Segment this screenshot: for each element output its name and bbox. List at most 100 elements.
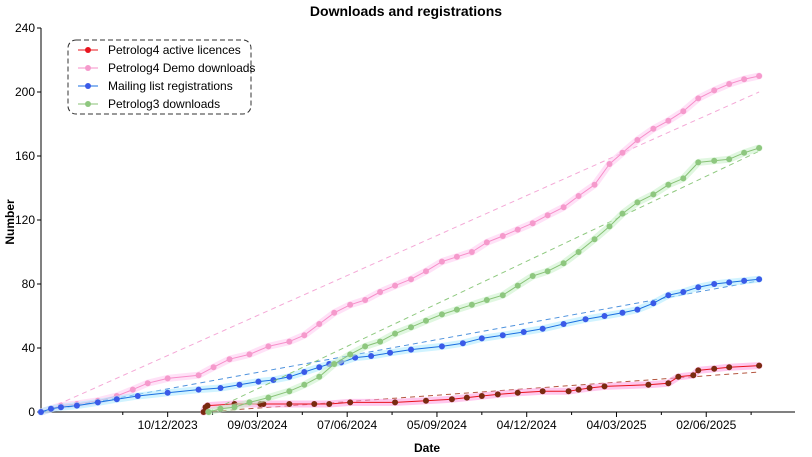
data-point	[690, 372, 697, 379]
data-point	[392, 330, 399, 337]
data-point	[205, 409, 212, 415]
data-point	[575, 386, 582, 393]
data-point	[286, 338, 293, 345]
data-point	[756, 73, 763, 79]
data-point	[47, 405, 54, 412]
data-point	[741, 277, 748, 284]
data-point	[331, 361, 338, 367]
x-tick-label: 10/12/2023	[138, 418, 198, 432]
data-point	[265, 394, 272, 401]
data-point	[499, 233, 506, 239]
legend-marker	[85, 47, 91, 53]
data-point	[38, 409, 44, 415]
data-point	[408, 346, 415, 353]
series-halo	[37, 72, 763, 416]
data-point	[362, 297, 369, 303]
data-point	[362, 343, 369, 350]
data-point	[217, 405, 224, 412]
data-point	[408, 276, 415, 283]
data-point	[368, 353, 375, 359]
series-3	[205, 144, 763, 416]
data-point	[680, 289, 687, 295]
x-tick-label: 04/03/2025	[586, 418, 646, 432]
data-point	[741, 76, 748, 83]
legend-item: Mailing list registrations	[78, 79, 233, 93]
data-point	[586, 385, 593, 391]
legend-label: Petrolog4 Demo downloads	[108, 61, 255, 75]
y-tick-label: 0	[28, 405, 35, 419]
data-point	[311, 401, 318, 407]
data-point	[499, 332, 506, 339]
data-point	[57, 404, 64, 411]
legend-label: Petrolog4 active licences	[108, 43, 241, 57]
data-point	[514, 389, 521, 396]
data-point	[422, 397, 429, 404]
y-tick-label: 240	[15, 21, 35, 35]
legend-item: Petrolog3 downloads	[78, 97, 220, 111]
y-tick-label: 120	[15, 213, 35, 227]
data-point	[326, 401, 333, 407]
data-point	[316, 321, 323, 327]
data-point	[619, 210, 626, 217]
data-point	[231, 404, 238, 411]
plot-area	[37, 72, 763, 416]
data-point	[347, 399, 354, 406]
data-point	[316, 373, 323, 380]
data-point	[483, 239, 490, 246]
y-tick-label: 200	[15, 85, 35, 99]
data-point	[544, 212, 551, 219]
data-point	[741, 149, 748, 156]
data-point	[468, 249, 475, 255]
data-point	[453, 306, 460, 313]
data-point	[265, 343, 272, 350]
data-point	[134, 393, 141, 399]
series-1	[37, 72, 763, 416]
x-tick-label: 05/09/2024	[407, 418, 467, 432]
x-tick-label: 02/06/2025	[676, 418, 736, 432]
data-point	[560, 321, 567, 327]
x-tick-label: 07/06/2024	[317, 418, 377, 432]
data-point	[236, 381, 243, 388]
data-point	[392, 399, 399, 406]
data-point	[301, 381, 308, 388]
data-point	[665, 380, 672, 387]
data-point	[634, 137, 641, 143]
data-point	[711, 87, 718, 94]
legend-label: Mailing list registrations	[108, 79, 233, 93]
data-point	[695, 284, 702, 291]
data-point	[73, 402, 80, 409]
data-point	[195, 386, 202, 393]
x-tick-label: 09/03/2024	[227, 418, 287, 432]
data-point	[270, 377, 277, 383]
data-point	[711, 281, 718, 287]
data-point	[650, 191, 657, 198]
data-point	[164, 389, 171, 396]
data-point	[392, 282, 399, 289]
legend-marker	[85, 101, 91, 107]
data-point	[634, 199, 641, 206]
data-point	[756, 145, 763, 151]
data-point	[422, 317, 429, 324]
x-tick-label: 04/12/2024	[497, 418, 557, 432]
series-line	[40, 75, 760, 413]
data-point	[438, 258, 445, 265]
data-point	[591, 236, 598, 243]
data-point	[560, 204, 567, 211]
legend-box	[67, 39, 252, 115]
data-point	[144, 380, 151, 387]
data-point	[246, 351, 253, 358]
data-point	[377, 338, 384, 345]
data-point	[634, 306, 641, 313]
data-point	[582, 316, 589, 323]
data-point	[591, 181, 598, 188]
data-point	[726, 81, 733, 87]
data-point	[210, 364, 217, 371]
data-point	[499, 292, 506, 299]
data-point	[601, 313, 608, 319]
legend: Petrolog4 active licences Petrolog4 Demo …	[67, 39, 255, 115]
data-point	[217, 385, 224, 391]
data-point	[478, 335, 485, 342]
data-point	[301, 332, 308, 339]
data-point	[286, 401, 293, 407]
data-point	[204, 402, 211, 409]
